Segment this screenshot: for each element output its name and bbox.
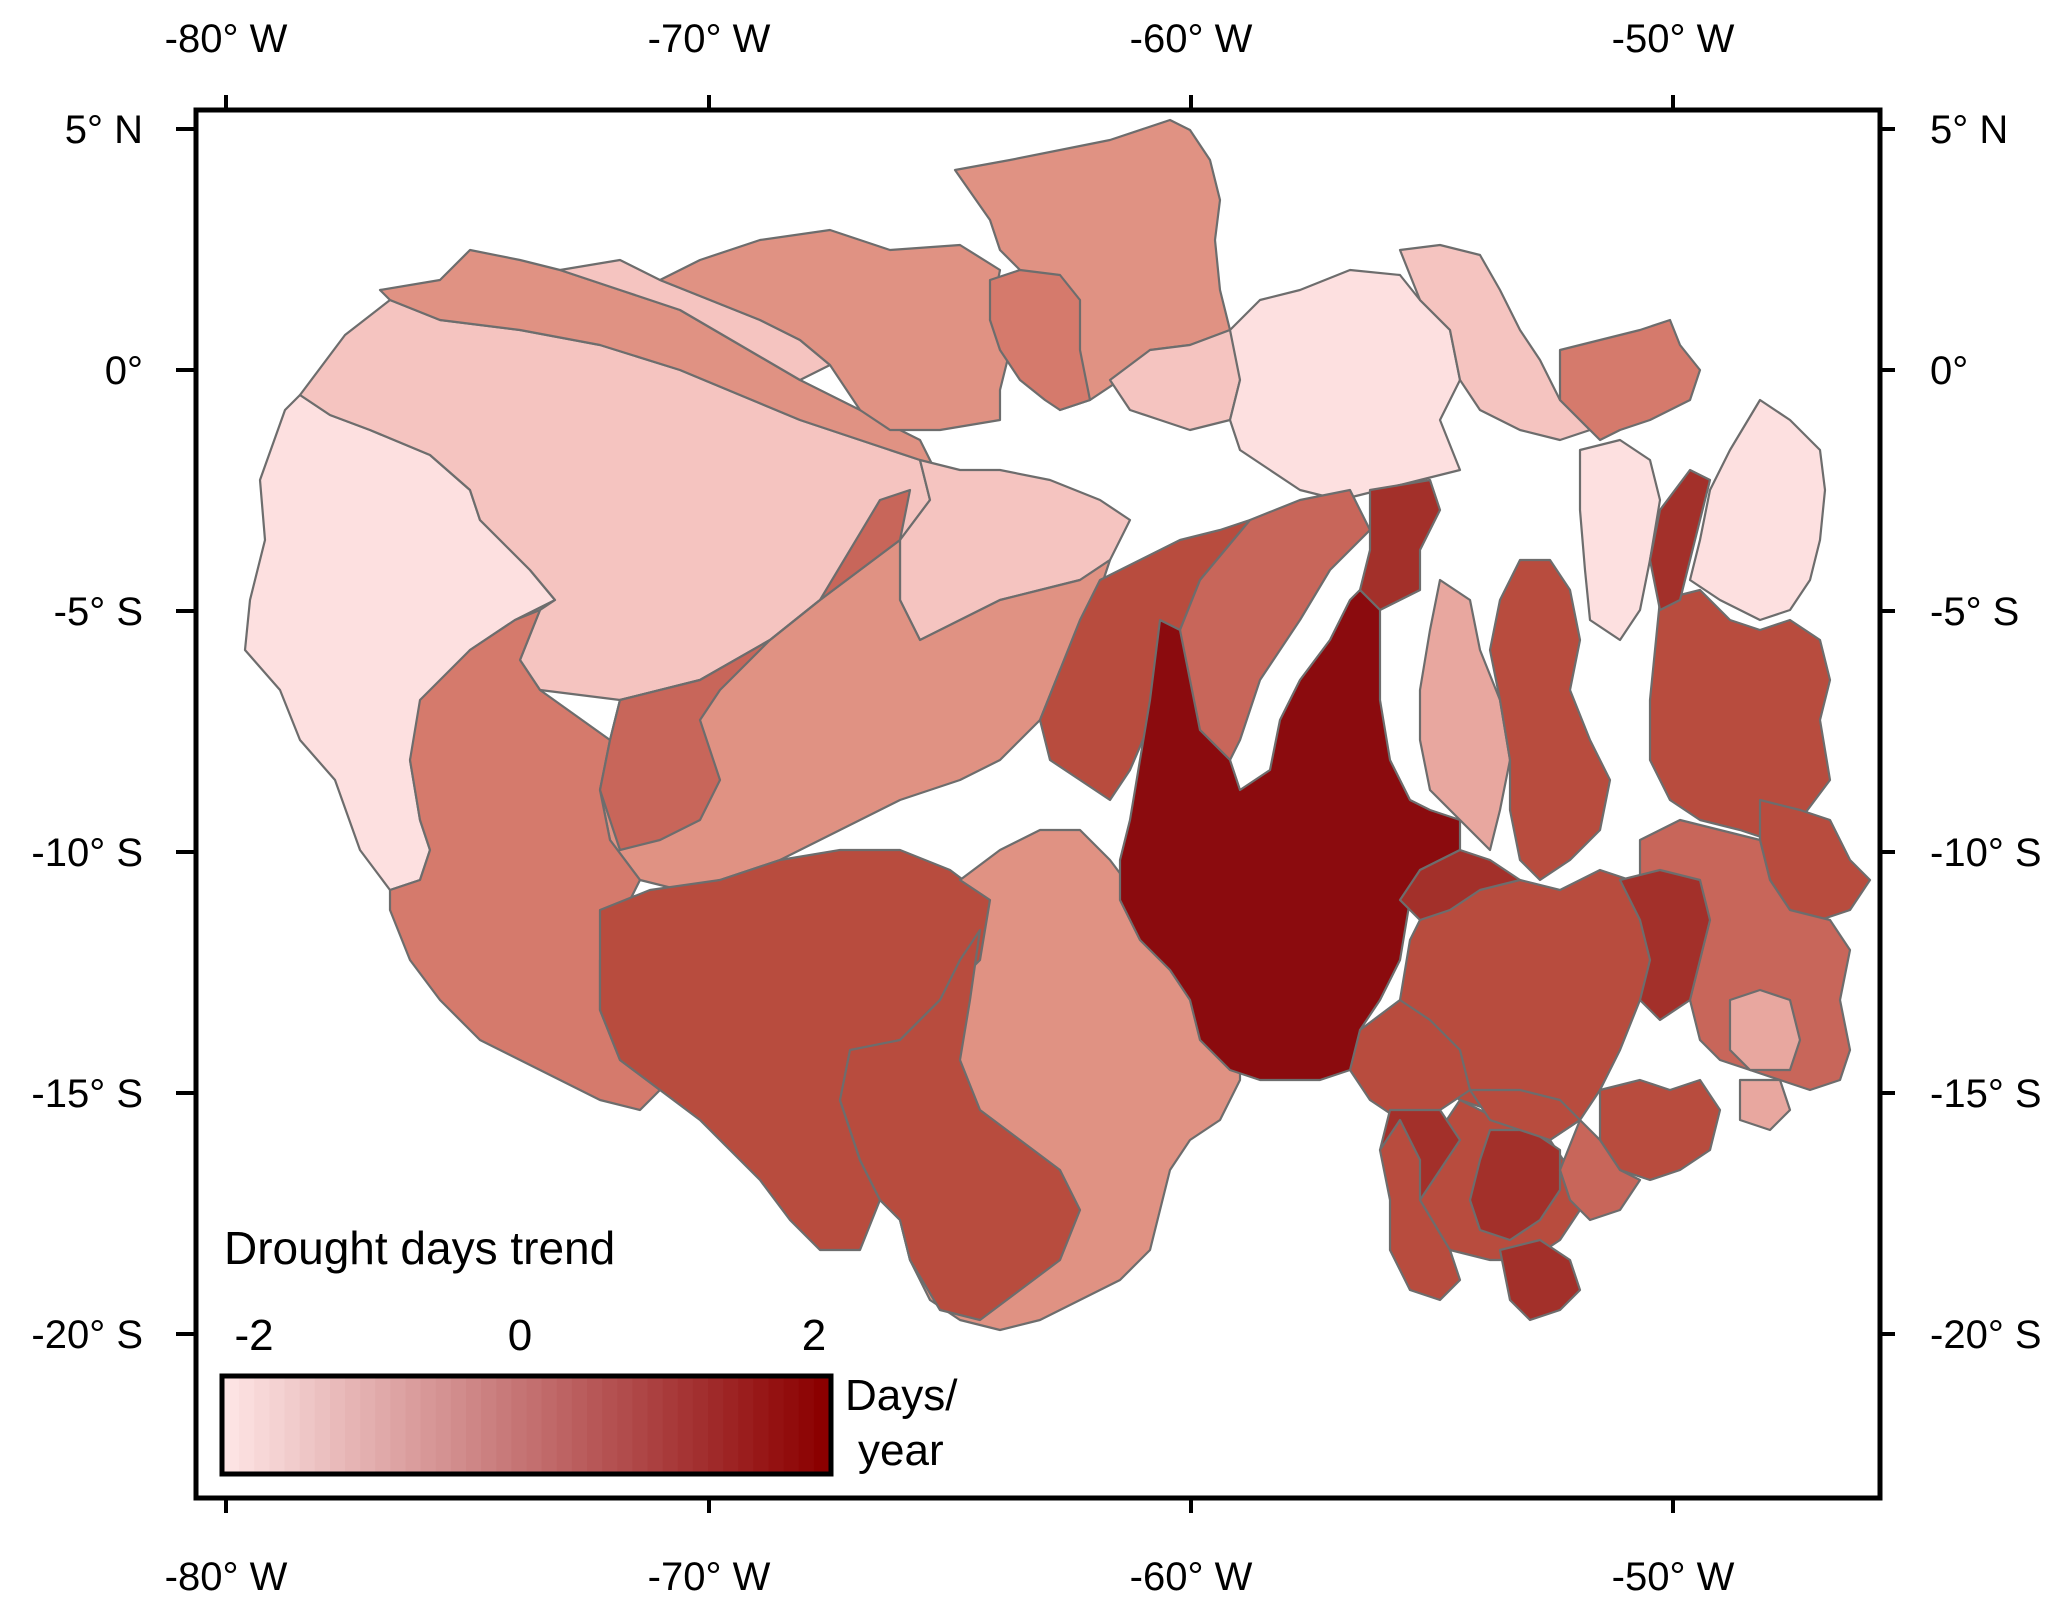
basin bbox=[1498, 1238, 1582, 1322]
legend-color-step bbox=[511, 1378, 528, 1472]
y-tick-left-2: 0° bbox=[105, 349, 143, 393]
legend-color-step bbox=[375, 1378, 391, 1472]
legend-tick-max: 2 bbox=[802, 1311, 826, 1360]
legend-color-step bbox=[269, 1378, 286, 1472]
legend-color-step bbox=[254, 1378, 270, 1472]
basin bbox=[658, 228, 1012, 432]
y-tick-right-1: 5° N bbox=[1930, 108, 2008, 152]
legend: Drought days trend -2 0 2 Days/ year bbox=[219, 1222, 958, 1477]
basin bbox=[1578, 438, 1662, 642]
legend-color-step bbox=[738, 1378, 754, 1472]
legend-color-step bbox=[602, 1378, 618, 1472]
legend-color-step bbox=[753, 1378, 770, 1472]
y-tick-right-6: -20° S bbox=[1930, 1313, 2042, 1357]
legend-color-step bbox=[571, 1378, 588, 1472]
basin bbox=[1418, 578, 1512, 852]
basin bbox=[1358, 478, 1442, 612]
legend-color-bar bbox=[224, 1378, 830, 1472]
legend-color-step bbox=[435, 1378, 452, 1472]
legend-color-step bbox=[329, 1378, 346, 1472]
legend-color-step bbox=[617, 1378, 633, 1472]
legend-color-step bbox=[632, 1378, 649, 1472]
basin bbox=[1648, 588, 1832, 842]
legend-color-step bbox=[284, 1378, 301, 1472]
legend-color-step bbox=[450, 1378, 467, 1472]
x-tick-bottom-2: -70° W bbox=[648, 1555, 771, 1599]
legend-color-step bbox=[783, 1378, 800, 1472]
basin bbox=[1468, 1128, 1562, 1242]
legend-tick-mid: 0 bbox=[508, 1311, 532, 1360]
basin bbox=[598, 488, 912, 852]
basin bbox=[1398, 848, 1522, 922]
y-tick-left-4: -10° S bbox=[31, 831, 143, 875]
legend-color-step bbox=[692, 1378, 709, 1472]
legend-color-step bbox=[299, 1378, 316, 1472]
basins bbox=[243, 118, 1872, 1332]
legend-color-step bbox=[798, 1378, 815, 1472]
basin bbox=[1378, 1118, 1462, 1302]
x-tick-top-2: -70° W bbox=[648, 17, 771, 61]
tick-marks bbox=[176, 95, 1895, 1513]
legend-color-step bbox=[587, 1378, 603, 1472]
legend-color-step bbox=[708, 1378, 724, 1472]
legend-color-step bbox=[481, 1378, 497, 1472]
legend-color-step bbox=[526, 1378, 543, 1472]
legend-color-step bbox=[239, 1378, 255, 1472]
basin bbox=[1738, 1078, 1792, 1132]
legend-color-step bbox=[813, 1378, 830, 1472]
legend-unit-line1: Days/ bbox=[845, 1371, 958, 1420]
y-tick-right-4: -10° S bbox=[1930, 831, 2042, 875]
y-tick-left-3: -5° S bbox=[54, 590, 143, 634]
basin bbox=[1228, 268, 1462, 502]
legend-color-step bbox=[224, 1378, 240, 1472]
legend-title: Drought days trend bbox=[224, 1222, 615, 1274]
legend-color-step bbox=[345, 1378, 361, 1472]
basin bbox=[1348, 998, 1472, 1122]
y-tick-left-6: -20° S bbox=[31, 1313, 143, 1357]
y-tick-right-5: -15° S bbox=[1930, 1072, 2042, 1116]
y-tick-right-2: 0° bbox=[1930, 349, 1968, 393]
x-tick-top-4: -50° W bbox=[1612, 17, 1735, 61]
basin bbox=[1688, 398, 1827, 622]
x-tick-top-1: -80° W bbox=[165, 17, 288, 61]
legend-color-step bbox=[541, 1378, 558, 1472]
basin bbox=[1488, 558, 1612, 882]
legend-color-step bbox=[466, 1378, 482, 1472]
basin bbox=[838, 928, 1082, 1322]
y-tick-left-1: 5° N bbox=[65, 108, 143, 152]
x-tick-bottom-1: -80° W bbox=[165, 1555, 288, 1599]
legend-color-step bbox=[677, 1378, 694, 1472]
legend-color-step bbox=[496, 1378, 512, 1472]
legend-color-step bbox=[390, 1378, 407, 1472]
x-tick-top-3: -60° W bbox=[1130, 17, 1253, 61]
legend-color-step bbox=[556, 1378, 573, 1472]
basin bbox=[378, 248, 937, 472]
legend-color-step bbox=[314, 1378, 331, 1472]
legend-color-step bbox=[360, 1378, 376, 1472]
legend-color-step bbox=[647, 1378, 664, 1472]
x-tick-bottom-4: -50° W bbox=[1612, 1555, 1735, 1599]
legend-bar-frame bbox=[219, 1373, 834, 1477]
y-tick-left-5: -15° S bbox=[31, 1072, 143, 1116]
basin bbox=[988, 268, 1092, 412]
legend-color-step bbox=[405, 1378, 422, 1472]
basin bbox=[1468, 1088, 1582, 1142]
legend-color-step bbox=[420, 1378, 437, 1472]
legend-color-step bbox=[768, 1378, 785, 1472]
basin bbox=[1618, 868, 1712, 1022]
basin bbox=[1558, 1118, 1642, 1222]
legend-unit-line2: year bbox=[858, 1426, 944, 1475]
basin bbox=[1648, 468, 1712, 612]
legend-color-step bbox=[662, 1378, 679, 1472]
basin bbox=[1728, 988, 1802, 1072]
legend-tick-min: -2 bbox=[234, 1311, 273, 1360]
legend-color-step bbox=[723, 1378, 739, 1472]
x-tick-bottom-3: -60° W bbox=[1130, 1555, 1253, 1599]
basin bbox=[1558, 318, 1702, 442]
y-tick-right-3: -5° S bbox=[1930, 590, 2019, 634]
